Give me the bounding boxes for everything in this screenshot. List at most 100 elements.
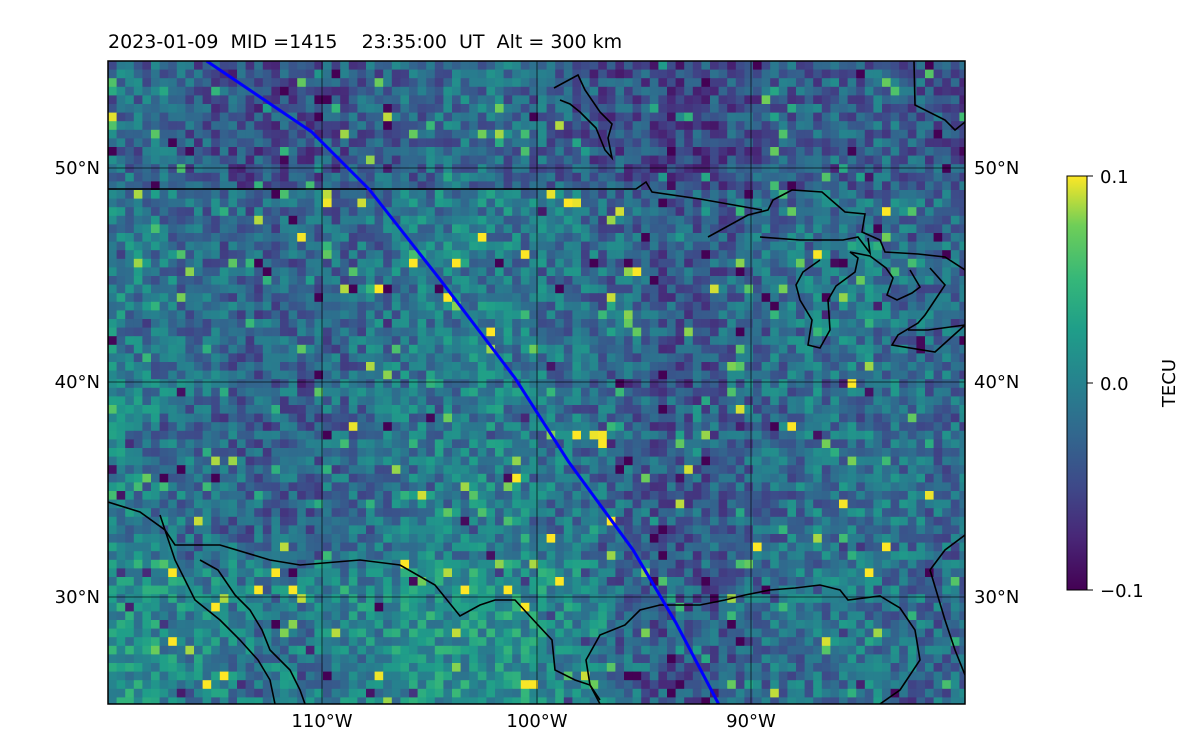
- heatmap-cell: [847, 413, 857, 423]
- heatmap-cell: [133, 147, 143, 157]
- heatmap-cell: [288, 129, 298, 139]
- heatmap-cell: [503, 164, 513, 174]
- heatmap-cell: [133, 121, 143, 131]
- heatmap-cell: [288, 147, 298, 157]
- heatmap-cell: [340, 78, 350, 88]
- heatmap-cell: [770, 95, 780, 105]
- heatmap-cell: [916, 293, 926, 303]
- heatmap-cell: [151, 104, 161, 114]
- heatmap-cell: [950, 138, 960, 148]
- heatmap-cell: [546, 405, 556, 415]
- heatmap-cell: [314, 284, 324, 294]
- heatmap-cell: [632, 164, 642, 174]
- heatmap-cell: [305, 164, 315, 174]
- heatmap-cell: [641, 448, 651, 458]
- heatmap-cell: [288, 465, 298, 475]
- heatmap-cell: [761, 129, 771, 139]
- heatmap-cell: [366, 78, 376, 88]
- heatmap-cell: [305, 267, 315, 277]
- heatmap-cell: [443, 465, 453, 475]
- heatmap-cell: [727, 112, 737, 122]
- heatmap-cell: [744, 147, 754, 157]
- heatmap-cell: [512, 310, 522, 320]
- heatmap-cell: [443, 155, 453, 165]
- heatmap-cell: [254, 164, 264, 174]
- heatmap-cell: [950, 473, 960, 483]
- heatmap-cell: [899, 284, 909, 294]
- heatmap-cell: [486, 448, 496, 458]
- heatmap-cell: [426, 362, 436, 372]
- heatmap-cell: [262, 353, 272, 363]
- heatmap-cell: [409, 370, 419, 380]
- heatmap-cell: [907, 78, 917, 88]
- heatmap-cell: [426, 207, 436, 217]
- heatmap-cell: [950, 224, 960, 234]
- heatmap-cell: [589, 448, 599, 458]
- heatmap-cell: [133, 181, 143, 191]
- heatmap-cell: [133, 78, 143, 88]
- heatmap-cell: [753, 482, 763, 492]
- heatmap-cell: [495, 430, 505, 440]
- heatmap-cell: [108, 86, 118, 96]
- heatmap-cell: [701, 362, 711, 372]
- heatmap-cell: [598, 465, 608, 475]
- heatmap-cell: [254, 233, 264, 243]
- heatmap-cell: [589, 86, 599, 96]
- heatmap-cell: [925, 207, 935, 217]
- heatmap-cell: [314, 233, 324, 243]
- heatmap-cell: [933, 465, 943, 475]
- heatmap-cell: [890, 241, 900, 251]
- heatmap-cell: [125, 69, 135, 79]
- heatmap-cell: [778, 319, 788, 329]
- heatmap-cell: [856, 121, 866, 131]
- heatmap-cell: [916, 198, 926, 208]
- heatmap-cell: [125, 482, 135, 492]
- heatmap-cell: [933, 215, 943, 225]
- heatmap-cell: [882, 413, 892, 423]
- heatmap-cell: [735, 319, 745, 329]
- heatmap-cell: [426, 129, 436, 139]
- heatmap-cell: [925, 104, 935, 114]
- heatmap-cell: [280, 344, 290, 354]
- heatmap-cell: [340, 439, 350, 449]
- heatmap-cell: [151, 362, 161, 372]
- heatmap-cell: [796, 413, 806, 423]
- heatmap-cell: [245, 456, 255, 466]
- heatmap-cell: [907, 190, 917, 200]
- heatmap-cell: [821, 293, 831, 303]
- heatmap-cell: [796, 215, 806, 225]
- heatmap-cell: [770, 353, 780, 363]
- heatmap-cell: [452, 207, 462, 217]
- heatmap-cell: [649, 172, 659, 182]
- heatmap-cell: [237, 129, 247, 139]
- heatmap-cell: [727, 250, 737, 260]
- heatmap-cell: [899, 482, 909, 492]
- heatmap-cell: [925, 422, 935, 432]
- heatmap-cell: [219, 129, 229, 139]
- heatmap-cell: [383, 138, 393, 148]
- heatmap-cell: [529, 353, 539, 363]
- heatmap-cell: [280, 284, 290, 294]
- heatmap-cell: [959, 147, 965, 157]
- heatmap-cell: [615, 353, 625, 363]
- heatmap-cell: [219, 439, 229, 449]
- heatmap-cell: [787, 293, 797, 303]
- heatmap-cell: [125, 293, 135, 303]
- heatmap-cell: [245, 241, 255, 251]
- heatmap-cell: [185, 233, 195, 243]
- heatmap-cell: [813, 422, 823, 432]
- heatmap-cell: [735, 482, 745, 492]
- heatmap-cell: [142, 190, 152, 200]
- heatmap-cell: [245, 267, 255, 277]
- heatmap-cell: [847, 172, 857, 182]
- heatmap-cell: [280, 95, 290, 105]
- heatmap-cell: [254, 465, 264, 475]
- heatmap-cell: [520, 61, 530, 71]
- heatmap-cell: [804, 353, 814, 363]
- heatmap-cell: [357, 138, 367, 148]
- heatmap-cell: [684, 78, 694, 88]
- heatmap-cell: [391, 327, 401, 337]
- heatmap-cell: [323, 207, 333, 217]
- heatmap-cell: [882, 233, 892, 243]
- heatmap-cell: [305, 69, 315, 79]
